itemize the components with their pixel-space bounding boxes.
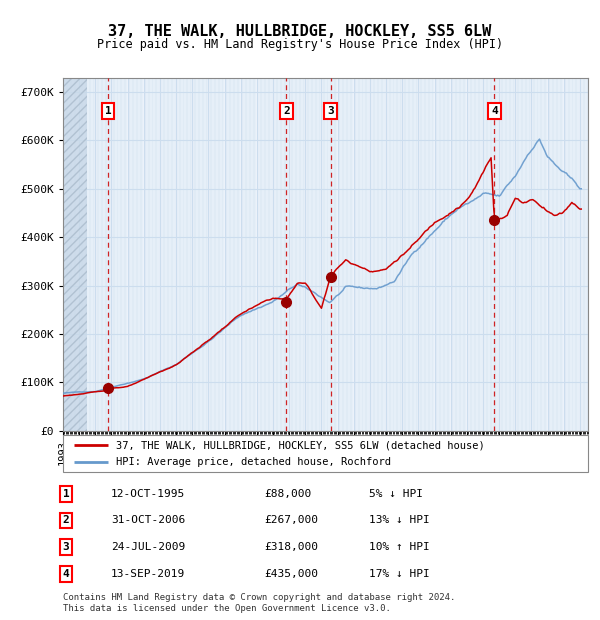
Bar [63, 78, 87, 431]
Text: £267,000: £267,000 [264, 515, 318, 526]
Text: 1: 1 [62, 489, 70, 499]
Text: HPI: Average price, detached house, Rochford: HPI: Average price, detached house, Roch… [115, 458, 391, 467]
Text: 10% ↑ HPI: 10% ↑ HPI [369, 542, 430, 552]
Text: 31-OCT-2006: 31-OCT-2006 [111, 515, 185, 526]
Text: 2: 2 [62, 515, 70, 526]
Text: 37, THE WALK, HULLBRIDGE, HOCKLEY, SS5 6LW (detached house): 37, THE WALK, HULLBRIDGE, HOCKLEY, SS5 6… [115, 440, 484, 450]
Text: £435,000: £435,000 [264, 569, 318, 579]
Text: Price paid vs. HM Land Registry's House Price Index (HPI): Price paid vs. HM Land Registry's House … [97, 38, 503, 51]
Text: 3: 3 [62, 542, 70, 552]
Text: 37, THE WALK, HULLBRIDGE, HOCKLEY, SS5 6LW: 37, THE WALK, HULLBRIDGE, HOCKLEY, SS5 6… [109, 24, 491, 38]
Text: 1: 1 [104, 106, 111, 116]
Text: 5% ↓ HPI: 5% ↓ HPI [369, 489, 423, 499]
Text: 2: 2 [283, 106, 290, 116]
Text: 4: 4 [62, 569, 70, 579]
Text: 24-JUL-2009: 24-JUL-2009 [111, 542, 185, 552]
Text: 12-OCT-1995: 12-OCT-1995 [111, 489, 185, 499]
Text: Contains HM Land Registry data © Crown copyright and database right 2024.
This d: Contains HM Land Registry data © Crown c… [63, 593, 455, 613]
Text: £88,000: £88,000 [264, 489, 311, 499]
Text: 17% ↓ HPI: 17% ↓ HPI [369, 569, 430, 579]
FancyBboxPatch shape [63, 435, 588, 472]
Text: 3: 3 [327, 106, 334, 116]
Text: 4: 4 [491, 106, 498, 116]
Text: £318,000: £318,000 [264, 542, 318, 552]
Text: 13-SEP-2019: 13-SEP-2019 [111, 569, 185, 579]
Text: 13% ↓ HPI: 13% ↓ HPI [369, 515, 430, 526]
